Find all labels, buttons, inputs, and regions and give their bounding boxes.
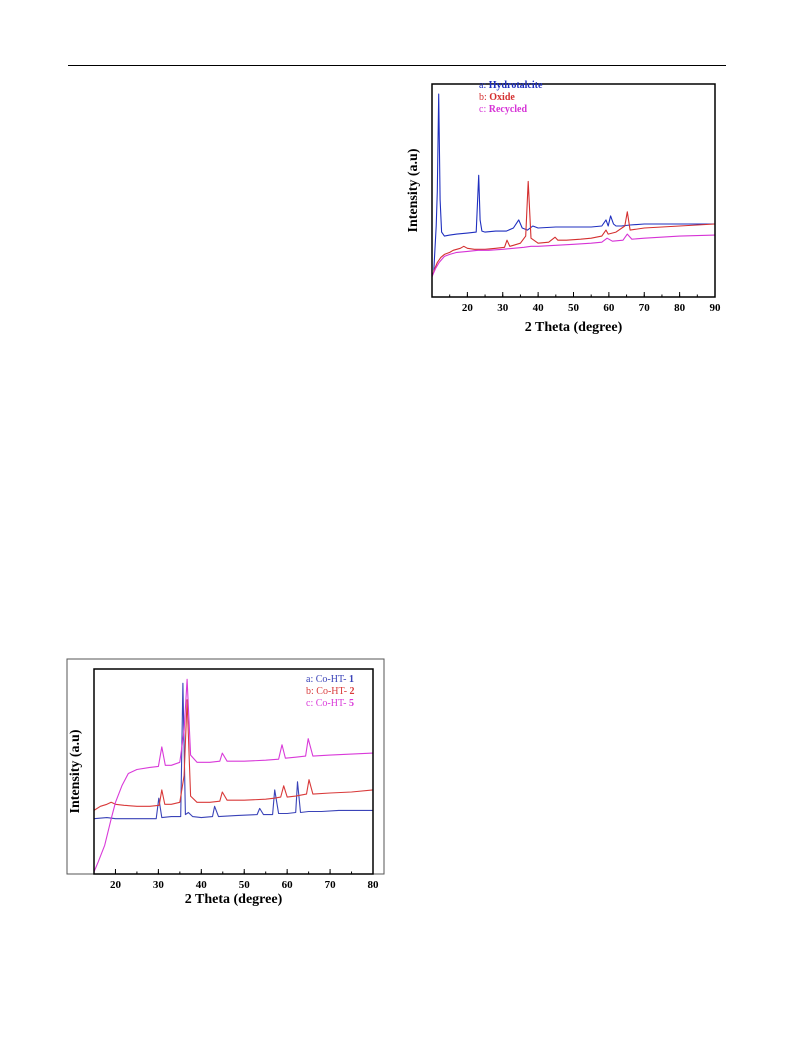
xrd-chart-hydrotalcite: 20 30 40 50 60 70 80 90 2 Theta (degree) Intensit… bbox=[405, 76, 735, 346]
xrd-chart-co-ht: 20 30 40 50 60 70 80 2 Theta (degree) Intensity … bbox=[66, 658, 385, 914]
xrd-chart-1-svg: 20 30 40 50 60 70 80 90 2 Theta (degree) Intensit… bbox=[406, 80, 722, 335]
x-tick-label: 20 bbox=[110, 879, 122, 891]
legend-entry: b: Co-HT- 2 bbox=[306, 686, 355, 697]
legend-entry: b: Oxide bbox=[479, 92, 515, 103]
x-tick-label: 40 bbox=[533, 302, 545, 314]
legend-entry: a: Co-HT- 1 bbox=[306, 674, 354, 685]
x-tick-label: 60 bbox=[603, 302, 615, 314]
series-line-co-ht-2 bbox=[93, 699, 374, 811]
page-header-rule bbox=[68, 65, 726, 66]
x-tick-label: 30 bbox=[497, 302, 509, 314]
legend-entry: a: Hydrotalcite bbox=[479, 80, 543, 91]
x-axis-label: 2 Theta (degree) bbox=[525, 320, 623, 335]
series-line-oxide bbox=[431, 180, 716, 277]
x-tick-label: 40 bbox=[196, 879, 208, 891]
x-tick-label: 70 bbox=[639, 302, 651, 314]
x-tick-label: 20 bbox=[462, 302, 474, 314]
y-axis-label: Intensity (a.u) bbox=[68, 729, 83, 813]
x-tick-label: 50 bbox=[568, 302, 580, 314]
xrd-chart-2-svg: 20 30 40 50 60 70 80 2 Theta (degree) Intensity … bbox=[66, 658, 385, 907]
x-tick-label: 80 bbox=[368, 879, 380, 891]
x-tick-label: 70 bbox=[325, 879, 337, 891]
x-tick-label: 90 bbox=[710, 302, 722, 314]
plot-frame bbox=[431, 83, 716, 298]
legend-entry: c: Recycled bbox=[479, 104, 527, 115]
y-axis-label: Intensity (a.u) bbox=[406, 148, 421, 232]
x-axis-label: 2 Theta (degree) bbox=[185, 892, 283, 907]
series-line-co-ht-5 bbox=[93, 678, 374, 873]
plot-frame bbox=[93, 668, 374, 875]
x-tick-label: 30 bbox=[153, 879, 165, 891]
legend-entry: c: Co-HT- 5 bbox=[306, 698, 354, 709]
x-tick-label: 60 bbox=[282, 879, 294, 891]
series-line-hydrotalcite bbox=[433, 93, 715, 271]
x-tick-label: 80 bbox=[674, 302, 686, 314]
x-tick-label: 50 bbox=[239, 879, 251, 891]
series-line-recycled bbox=[431, 233, 716, 277]
